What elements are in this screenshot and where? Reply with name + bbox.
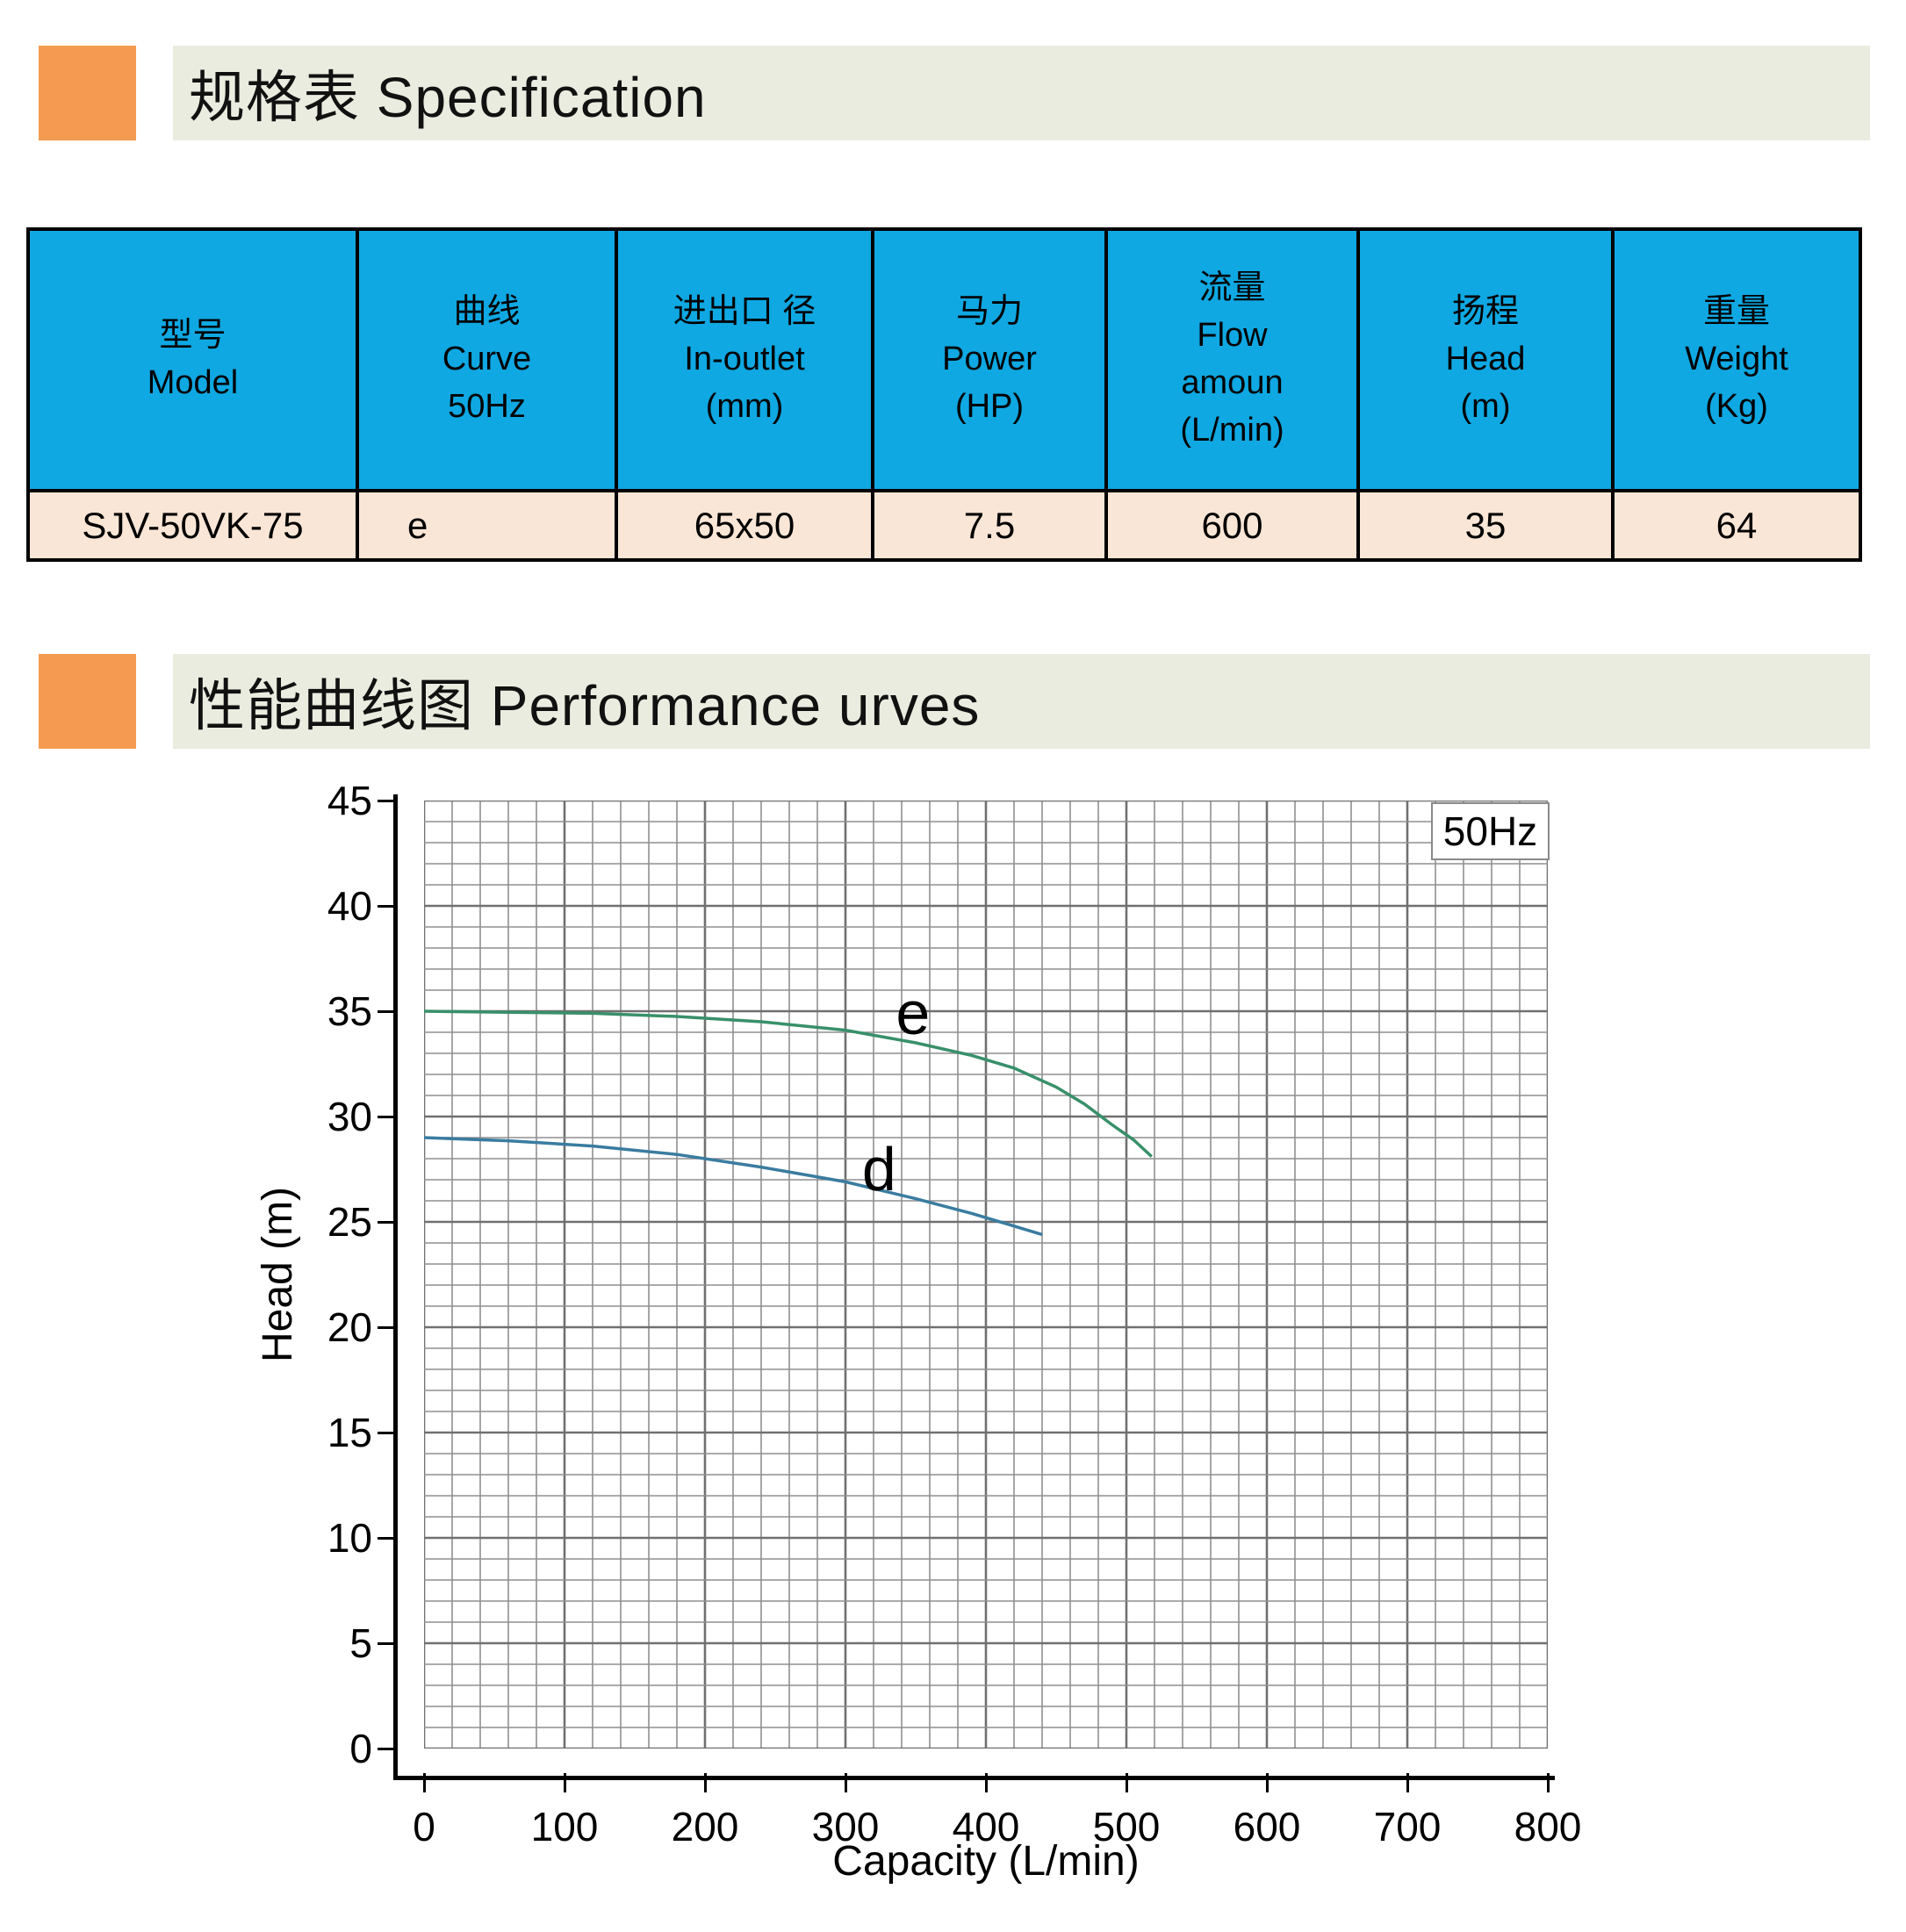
performance-chart: 50Hz 0 5 10 15 20 25 30 35 40 45 0 100 200 300 400 500… xyxy=(0,751,1906,1932)
y-tick xyxy=(378,799,395,802)
y-axis-title: Head (m) xyxy=(255,1186,301,1363)
x-tick-label: 100 xyxy=(530,1804,599,1849)
x-tick xyxy=(984,1773,988,1792)
y-tick-label: 40 xyxy=(327,883,372,929)
y-tick-label: 5 xyxy=(349,1620,372,1666)
col-header-inoutlet: 进出口 径 In-outlet (mm) xyxy=(615,227,874,492)
cell-curve: e xyxy=(356,489,618,562)
x-tick-label: 600 xyxy=(1233,1804,1301,1849)
section-title-performance: 性能曲线图 Performance urves xyxy=(189,674,981,737)
curve-label-d: d xyxy=(861,1135,896,1203)
y-tick xyxy=(378,1747,395,1750)
col-header-model: 型号 Model xyxy=(26,227,359,492)
x-tick xyxy=(1406,1773,1409,1792)
curve-e xyxy=(424,1009,1153,1158)
x-tick xyxy=(844,1773,847,1792)
col-header-head: 扬程 Head (m) xyxy=(1356,227,1615,492)
spec-table-data-row: SJV-50VK-75 e 65x50 7.5 600 35 64 xyxy=(26,489,1862,562)
y-tick xyxy=(378,1009,395,1013)
y-tick-label: 35 xyxy=(327,988,372,1034)
specification-table: 型号 Model 曲线 Curve 50Hz 进出口 径 In-outlet (… xyxy=(26,227,1862,562)
curve-d xyxy=(424,1136,1043,1237)
cell-weight: 64 xyxy=(1611,489,1862,562)
spec-table-header-row: 型号 Model 曲线 Curve 50Hz 进出口 径 In-outlet (… xyxy=(26,227,1862,492)
col-header-weight: 重量 Weight (Kg) xyxy=(1611,227,1862,492)
cell-flow: 600 xyxy=(1104,489,1360,562)
x-tick xyxy=(703,1773,707,1792)
x-tick xyxy=(1546,1773,1550,1792)
section-accent-square xyxy=(39,654,136,749)
chart-axes xyxy=(393,794,1555,1780)
section-accent-square xyxy=(39,46,136,140)
y-tick-label: 45 xyxy=(327,778,372,823)
col-header-curve: 曲线 Curve 50Hz xyxy=(356,227,618,492)
x-tick-label: 700 xyxy=(1373,1804,1442,1849)
cell-head: 35 xyxy=(1356,489,1615,562)
y-tick xyxy=(378,1536,395,1540)
x-axis-title: Capacity (L/min) xyxy=(832,1838,1140,1885)
x-tick xyxy=(1125,1773,1128,1792)
x-tick xyxy=(563,1773,566,1792)
y-tick xyxy=(378,1431,395,1434)
y-tick xyxy=(378,904,395,908)
x-tick-label: 400 xyxy=(952,1804,1020,1849)
cell-inoutlet: 65x50 xyxy=(615,489,874,562)
col-header-power: 马力 Power (HP) xyxy=(871,227,1108,492)
y-tick-label: 30 xyxy=(327,1094,372,1139)
chart-grid-and-curves xyxy=(424,801,1548,1749)
x-tick-label: 500 xyxy=(1092,1804,1161,1849)
x-tick-label: 800 xyxy=(1514,1804,1582,1849)
x-tick-label: 300 xyxy=(811,1804,880,1849)
curve-label-e: e xyxy=(895,979,931,1048)
section-header-performance: 性能曲线图 Performance urves xyxy=(173,654,1870,749)
x-tick xyxy=(422,1773,426,1792)
y-tick-label: 25 xyxy=(327,1199,372,1245)
cell-power: 7.5 xyxy=(871,489,1108,562)
y-tick xyxy=(378,1115,395,1118)
y-tick-label: 10 xyxy=(327,1515,372,1561)
frequency-badge: 50Hz xyxy=(1431,802,1550,860)
y-tick xyxy=(378,1325,395,1329)
x-tick xyxy=(1265,1773,1269,1792)
x-tick-label: 0 xyxy=(413,1804,435,1849)
cell-model: SJV-50VK-75 xyxy=(26,489,359,562)
section-title-specification: 规格表 Specification xyxy=(189,66,707,129)
col-header-flow: 流量 Flow amoun (L/min) xyxy=(1104,227,1360,492)
y-tick-label: 0 xyxy=(349,1726,372,1771)
y-tick xyxy=(378,1220,395,1224)
x-tick-label: 200 xyxy=(671,1804,739,1849)
y-tick-label: 20 xyxy=(327,1304,372,1350)
y-tick-label: 15 xyxy=(327,1410,372,1455)
section-header-specification: 规格表 Specification xyxy=(173,46,1870,140)
y-tick xyxy=(378,1641,395,1645)
